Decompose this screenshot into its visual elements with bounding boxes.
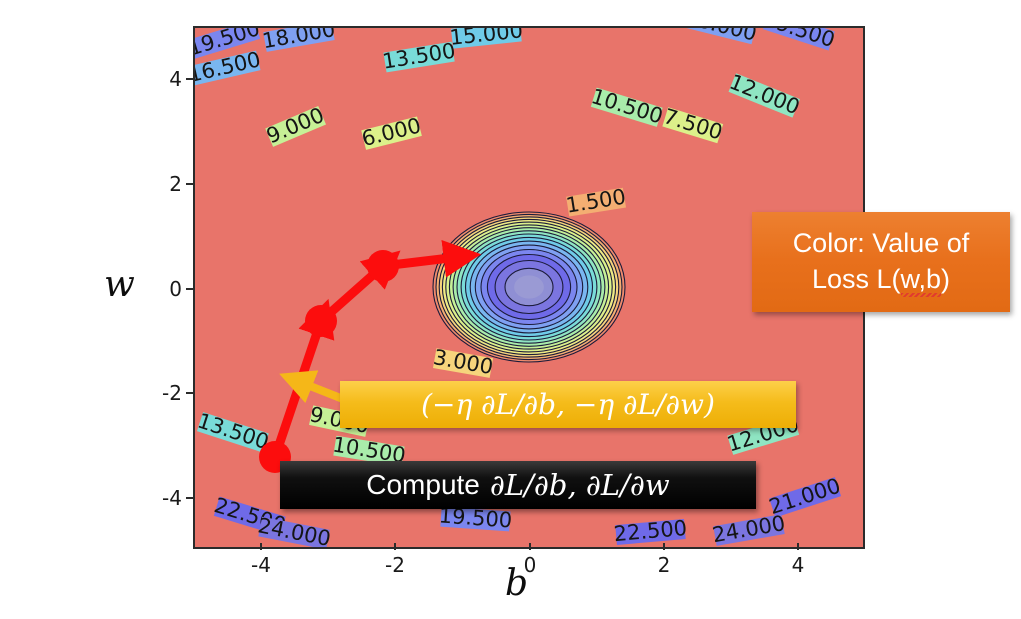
- contour-label-mask: [265, 106, 327, 147]
- compute-gradient-callout[interactable]: Compute ∂L/∂b, ∂L/∂w: [280, 461, 756, 509]
- contour-label-mask: [769, 477, 842, 518]
- contour-label-mask: [440, 506, 511, 532]
- contour-label-mask: [684, 28, 757, 45]
- contour-label-mask: [762, 28, 835, 51]
- legend-line-1: Color: Value of: [792, 228, 970, 259]
- contour-label-mask: [361, 116, 422, 150]
- xtick-label-3: 2: [657, 553, 671, 577]
- contour-label-mask: [451, 28, 522, 49]
- contour-label-mask: [383, 41, 455, 73]
- legend-loss-args: w,b: [900, 264, 942, 294]
- contour-label-mask: [566, 187, 627, 217]
- legend-loss-prefix: Loss L(: [811, 264, 901, 294]
- contour-label-mask: [333, 435, 405, 467]
- y-axis-label: w: [104, 264, 135, 305]
- xtick-mark: [394, 543, 396, 550]
- contour-label-mask: [195, 28, 261, 59]
- xtick-mark: [529, 543, 531, 550]
- xtick-label-2: 0: [523, 553, 537, 577]
- ytick-mark: [186, 392, 193, 394]
- step-update-callout[interactable]: (−η ∂L/∂b, −η ∂L/∂w): [340, 381, 796, 428]
- ytick-label-0: 4: [169, 67, 182, 91]
- contour-label-mask: [728, 73, 800, 118]
- xtick-label-1: -2: [385, 553, 405, 577]
- xtick-mark: [797, 543, 799, 550]
- contour-label-mask: [196, 412, 269, 453]
- ytick-label-2: 0: [169, 277, 182, 301]
- xtick-mark: [260, 543, 262, 550]
- compute-word: Compute: [366, 469, 480, 500]
- contour-label-mask: [195, 50, 261, 86]
- ytick-label-4: -4: [162, 486, 182, 510]
- contour-label-mask: [432, 348, 494, 378]
- contour-label-mask: [615, 519, 686, 545]
- ytick-mark: [186, 288, 193, 290]
- contour-map: 19.50018.00015.00016.50013.50018.00019.5…: [195, 28, 863, 547]
- ytick-mark: [186, 78, 193, 80]
- legend-loss-suffix: ): [941, 264, 951, 294]
- ytick-mark: [186, 183, 193, 185]
- contour-label-mask: [590, 87, 663, 127]
- compute-math: ∂L/∂b, ∂L/∂w: [489, 468, 670, 502]
- step-update-text: (−η ∂L/∂b, −η ∂L/∂w): [421, 388, 715, 421]
- contour-label-mask: [258, 516, 330, 547]
- ytick-mark: [186, 497, 193, 499]
- xtick-label-0: -4: [251, 553, 271, 577]
- xtick-mark: [663, 543, 665, 550]
- legend-callout[interactable]: Color: Value of Loss L(w,b): [752, 212, 1010, 312]
- x-axis-label: b: [505, 563, 529, 604]
- legend-line-2: Loss L(w,b): [793, 262, 970, 298]
- xtick-label-4: 4: [791, 553, 805, 577]
- contour-label-mask: [662, 107, 724, 144]
- contour-plot-area: 19.50018.00015.00016.50013.50018.00019.5…: [193, 26, 865, 549]
- ytick-label-1: 2: [169, 172, 182, 196]
- ytick-label-3: -2: [162, 381, 182, 405]
- contour-label-mask: [713, 514, 785, 546]
- contour-label-mask: [263, 28, 335, 52]
